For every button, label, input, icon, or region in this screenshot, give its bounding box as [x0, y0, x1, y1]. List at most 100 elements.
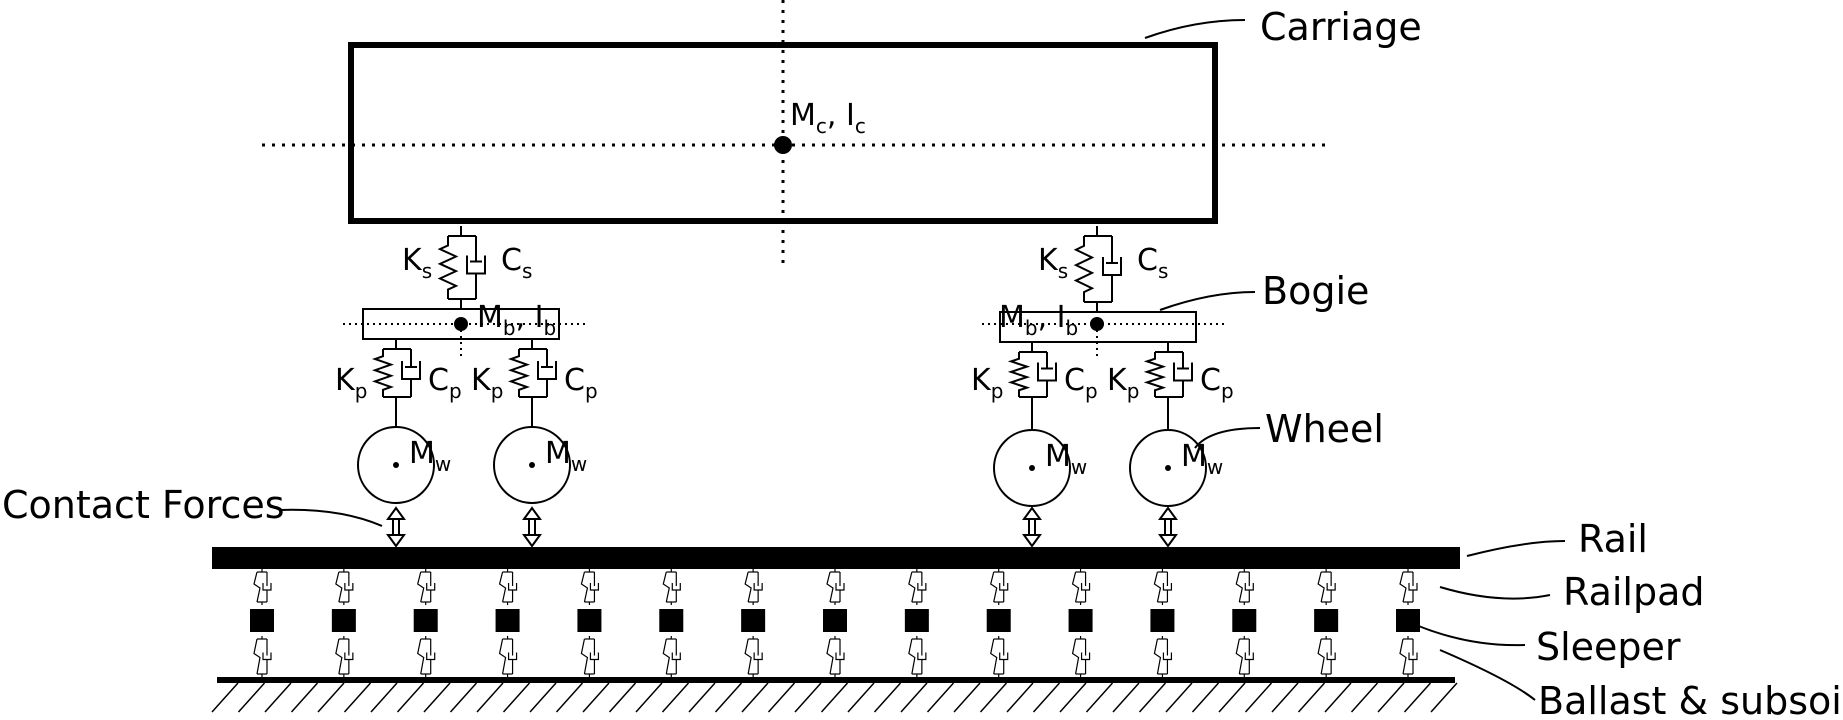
sleeper-block: [1068, 609, 1093, 632]
bogie-inertia-main: , I: [1038, 300, 1066, 335]
labels: Carriage Bogie Wheel Contact Forces Rail…: [2, 5, 1843, 720]
sleeper-unit: [577, 569, 602, 677]
bogie-inertia-main: , I: [516, 300, 544, 335]
secondary-damper-symbol-sub: s: [522, 259, 532, 283]
ballast-element: [1235, 636, 1254, 677]
primary-spring: [1143, 352, 1167, 397]
primary-damper-symbol-sub: p: [1221, 379, 1234, 403]
railpad-element: [417, 569, 436, 605]
wheel-mass-symbol: Mw: [1045, 439, 1087, 479]
wheel-centre: [1165, 465, 1171, 471]
wheel-centre: [529, 462, 535, 468]
carriage-leader: [1144, 19, 1246, 39]
secondary-1-spring: [437, 236, 459, 299]
ballast-element: [1153, 636, 1173, 677]
wheel: [993, 429, 1071, 507]
rail-label: Rail: [1578, 517, 1648, 561]
wheel-mass-symbol-main: M: [545, 436, 571, 471]
sleeper-block: [1150, 609, 1175, 632]
primary-spring-damper: [1143, 342, 1193, 407]
bogie-mass-main: M: [477, 300, 503, 335]
carriage: Mc, Ic: [262, 0, 1330, 268]
ballast-element: [417, 636, 436, 677]
secondary-spring-symbol-sub: s: [422, 259, 432, 283]
sleeper-unit: [1314, 569, 1339, 677]
primary-spring-symbol-main: K: [1107, 363, 1128, 398]
wheel-centre: [393, 462, 399, 468]
secondary-damper-symbol-sub: s: [1158, 259, 1168, 283]
sleeper-block: [1396, 609, 1420, 632]
contact-force-arrow: [522, 506, 542, 548]
sleeper-unit: [1396, 569, 1420, 677]
railpad-element: [335, 569, 354, 605]
railpad-label: Railpad: [1563, 570, 1705, 614]
primary-damper-symbol-main: C: [428, 363, 449, 398]
sleeper-block: [823, 609, 847, 632]
railpad-element: [580, 569, 600, 605]
primary-spring-symbol: Kp: [471, 363, 503, 403]
primary-spring-symbol: Kp: [1107, 363, 1139, 403]
primary-damper-symbol-sub: p: [1085, 379, 1098, 403]
bogie-mass-main: M: [999, 300, 1025, 335]
bogie-mass-sub: b: [1025, 316, 1038, 340]
wheel-centre: [1029, 465, 1035, 471]
primary-spring: [371, 349, 395, 397]
sleeper-block: [495, 609, 520, 632]
secondary-2-spring: [1073, 236, 1095, 302]
carriage-mass-symbol: Mc, Ic: [790, 98, 866, 138]
primary-spring-symbol-main: K: [335, 363, 356, 398]
sleeper-block: [1314, 609, 1339, 632]
secondary-spring-symbol: Ks: [1038, 243, 1068, 283]
secondary-spring-symbol: Ks: [402, 243, 432, 283]
ballast-element: [1317, 636, 1336, 677]
primary-spring-symbol-sub: p: [491, 379, 504, 403]
rail-leader: [1466, 540, 1566, 557]
ground-line: [217, 677, 1455, 683]
secondary-1-spring-damper: [437, 226, 486, 309]
sleeper-block: [577, 609, 602, 632]
primary-spring-damper: [507, 339, 557, 407]
primary-spring-symbol: Kp: [971, 363, 1003, 403]
wheel: [493, 426, 571, 504]
sleeper-unit: [331, 569, 356, 677]
ballast-label: Ballast & subsoil: [1538, 679, 1843, 720]
sleeper-unit: [741, 569, 766, 677]
sleeper-unit: [250, 569, 274, 677]
bogie-leader: [1159, 291, 1256, 311]
primary-spring-damper: [1007, 342, 1057, 407]
carriage-inertia-sub: c: [855, 114, 866, 138]
carriage-inertia-main: , I: [827, 98, 855, 133]
ballast-element: [1399, 636, 1418, 677]
railpad-element: [253, 569, 272, 605]
sleeper-block: [904, 609, 929, 632]
railpad-element: [1153, 569, 1173, 605]
ballast-element: [662, 636, 681, 677]
sleeper-block: [331, 609, 356, 632]
wheel-leader: [1194, 427, 1261, 449]
sleeper-block: [1232, 609, 1257, 632]
bogie-mass-symbol: Mb, Ib: [999, 300, 1078, 340]
primary-spring-symbol-main: K: [471, 363, 492, 398]
rail: [212, 547, 1460, 569]
bogie-inertia-sub: b: [544, 316, 557, 340]
bogie-mass-symbol: Mb, Ib: [477, 300, 556, 340]
ballast-element: [990, 636, 1009, 677]
sleeper-block: [659, 609, 684, 632]
railpad-element: [1399, 569, 1418, 605]
railpad-element: [744, 569, 763, 605]
railpad-element: [498, 569, 518, 605]
ballast-element: [580, 636, 600, 677]
carriage-mass-main: M: [790, 98, 816, 133]
wheel-mass-symbol: Mw: [409, 436, 451, 476]
railpad-element: [908, 569, 927, 605]
primary-damper-symbol: Cp: [1200, 363, 1234, 403]
secondary-spring-symbol-main: K: [1038, 243, 1059, 278]
wheel-mass-symbol: Mw: [1181, 439, 1223, 479]
secondary-damper-symbol-main: C: [501, 243, 522, 278]
railpad-element: [826, 569, 845, 605]
contact-force-arrow: [386, 506, 406, 548]
